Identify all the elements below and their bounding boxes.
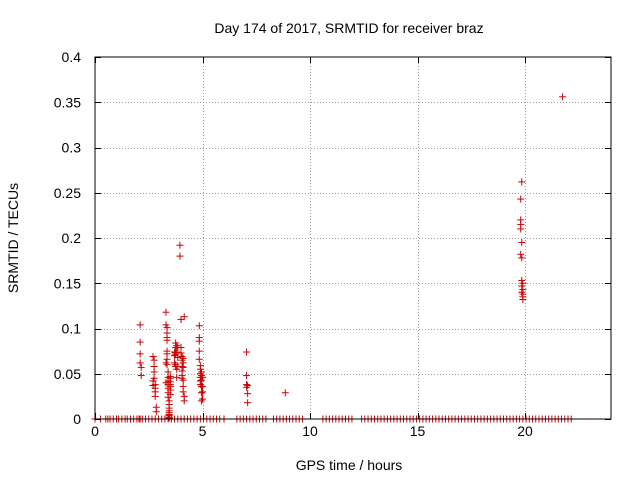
data-point — [243, 372, 251, 380]
data-point — [199, 373, 206, 381]
y-tick-label: 0.3 — [62, 140, 82, 156]
data-point — [149, 353, 157, 361]
data-point — [195, 322, 203, 330]
y-tick-label: 0.35 — [54, 94, 81, 110]
data-point — [150, 368, 158, 376]
y-tick-label: 0.25 — [54, 185, 81, 201]
data-point — [137, 363, 145, 371]
data-point — [162, 308, 170, 316]
tick-marks — [95, 57, 611, 420]
data-point — [197, 397, 205, 405]
data-point — [136, 359, 144, 367]
data-point — [163, 361, 171, 369]
y-tick-label: 0.1 — [62, 321, 82, 337]
x-tick-label: 0 — [91, 423, 99, 439]
data-point — [519, 296, 527, 304]
data-point — [281, 389, 289, 397]
data-point — [195, 347, 203, 355]
data-point — [517, 250, 525, 258]
data-point — [177, 349, 185, 357]
data-point — [517, 195, 525, 203]
x-axis-label: GPS time / hours — [296, 457, 403, 473]
data-point — [173, 348, 181, 356]
data-point — [179, 388, 187, 396]
data-point — [517, 225, 525, 233]
data-point — [243, 383, 251, 391]
data-point — [519, 279, 527, 287]
data-point — [137, 372, 145, 380]
data-point — [518, 254, 526, 262]
data-point — [166, 391, 174, 399]
data-point — [136, 350, 144, 358]
data-point — [173, 373, 181, 381]
data-point — [518, 178, 526, 186]
y-axis-label: SRMTID / TECUs — [5, 183, 21, 293]
data-point — [176, 241, 184, 249]
x-tick-labels: 0 5 10 15 20 — [91, 423, 533, 439]
data-point — [150, 356, 158, 364]
x-tick-label: 5 — [199, 423, 207, 439]
data-point — [150, 374, 158, 382]
x-tick-label: 15 — [410, 423, 426, 439]
y-tick-labels: 0 0.05 0.1 0.15 0.2 0.25 0.3 0.35 0.4 — [54, 49, 81, 427]
data-point — [162, 359, 170, 367]
data-point — [180, 397, 188, 405]
data-point — [165, 414, 173, 422]
data-point — [195, 337, 203, 345]
data-point — [518, 239, 526, 247]
data-point — [178, 374, 186, 382]
y-tick-label: 0.2 — [62, 230, 82, 246]
data-point — [179, 363, 187, 371]
data-point — [174, 353, 182, 361]
x-tick-label: 10 — [302, 423, 318, 439]
data-point — [199, 395, 206, 403]
data-point — [176, 252, 184, 260]
y-tick-label: 0.05 — [54, 366, 81, 382]
data-point — [163, 336, 171, 344]
data-point — [559, 93, 567, 101]
data-point — [243, 348, 251, 356]
data-point — [179, 376, 187, 384]
y-tick-label: 0.4 — [62, 49, 82, 65]
data-point — [171, 359, 179, 367]
data-point — [244, 382, 252, 390]
data-point — [180, 313, 188, 321]
data-point — [151, 392, 159, 400]
data-point — [244, 390, 252, 398]
data-point — [197, 389, 205, 397]
data-point — [152, 408, 160, 416]
data-point — [244, 399, 252, 407]
chart-title: Day 174 of 2017, SRMTID for receiver bra… — [214, 20, 483, 36]
y-tick-label: 0.15 — [54, 275, 81, 291]
data-point — [136, 338, 144, 346]
x-tick-label: 20 — [517, 423, 533, 439]
data-point — [199, 388, 206, 396]
data-point — [195, 355, 203, 363]
y-tick-label: 0 — [73, 411, 81, 427]
data-point — [136, 321, 144, 329]
data-point — [173, 342, 181, 350]
